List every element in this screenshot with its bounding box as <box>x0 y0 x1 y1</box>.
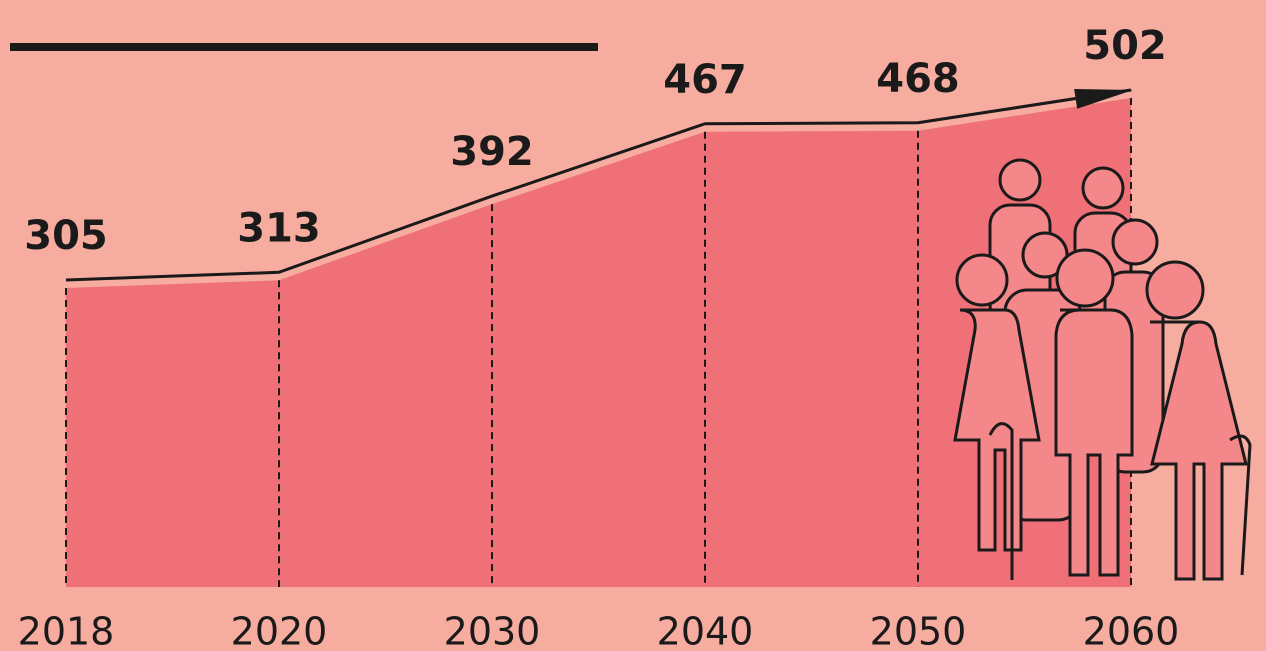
x-tick-label: 2060 <box>1083 610 1180 651</box>
plot-area: 305 2018 313 2020 392 2030 467 2040 468 2050 502 20… <box>18 23 1180 651</box>
value-label: 467 <box>663 57 747 103</box>
elderly-people-icon <box>953 158 1252 581</box>
value-label: 502 <box>1083 23 1167 69</box>
arrow-head <box>1074 88 1133 109</box>
value-label: 305 <box>24 213 108 259</box>
value-label: 313 <box>237 205 321 251</box>
x-tick-label: 2020 <box>231 610 328 651</box>
value-label: 392 <box>450 129 534 175</box>
value-label: 468 <box>876 56 960 102</box>
x-tick-label: 2030 <box>444 610 541 651</box>
x-tick-label: 2040 <box>657 610 754 651</box>
x-tick-label: 2018 <box>18 610 115 651</box>
trend-line <box>65 88 1132 282</box>
x-tick-label: 2050 <box>870 610 967 651</box>
area <box>66 98 1131 587</box>
